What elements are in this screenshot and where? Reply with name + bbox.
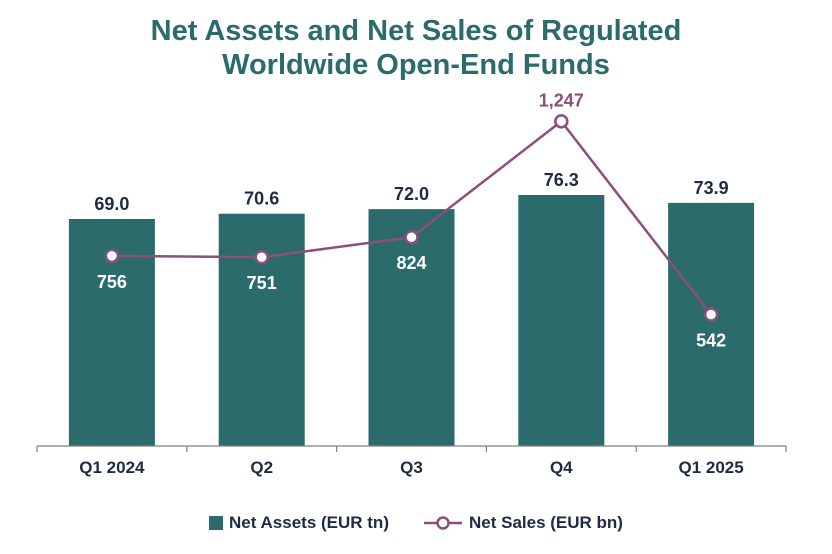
- x-tick-label-4: Q4: [550, 458, 573, 477]
- bar-data-label-2: 70.6: [244, 189, 279, 209]
- net-sales-data-label-5: 542: [696, 330, 726, 350]
- legend-item-net-assets: Net Assets (EUR tn): [209, 513, 389, 533]
- net-sales-point-1: [104, 248, 120, 264]
- bar-4: [518, 194, 605, 446]
- bar-2: [218, 213, 305, 446]
- net-sales-point-4: [554, 114, 569, 129]
- chart-title-line-1: Net Assets and Net Sales of Regulated: [150, 15, 682, 47]
- legend-swatch-line: [423, 516, 462, 530]
- net-sales-data-label-1: 756: [97, 272, 127, 292]
- x-tick-label-2: Q2: [250, 458, 273, 477]
- legend-label-net-assets: Net Assets (EUR tn): [229, 513, 389, 532]
- bar-data-label-3: 72.0: [394, 184, 429, 204]
- net-sales-point-5: [703, 307, 719, 322]
- chart-title: Net Assets and Net Sales of Regulated Wo…: [0, 14, 832, 82]
- bar-data-label-5: 73.9: [694, 178, 729, 198]
- bar-5: [668, 202, 755, 446]
- x-tick-label-3: Q3: [400, 458, 423, 477]
- legend-swatch-bar: [209, 516, 224, 530]
- bar-data-label-4: 76.3: [544, 170, 579, 190]
- chart-title-line-2: Worldwide Open-End Funds: [222, 49, 610, 81]
- net-sales-point-2: [254, 249, 269, 265]
- net-sales-data-label-3: 824: [396, 253, 426, 273]
- legend-item-net-sales: Net Sales (EUR bn): [423, 513, 623, 533]
- net-sales-point-3: [404, 229, 419, 245]
- x-tick-label-5: Q1 2025: [678, 458, 743, 477]
- chart-legend: Net Assets (EUR tn) Net Sales (EUR bn): [0, 513, 832, 533]
- bar-3: [368, 209, 455, 446]
- x-tick-label-1: Q1 2024: [79, 458, 145, 477]
- net-sales-data-label-4: 1,247: [539, 90, 584, 110]
- legend-label-net-sales: Net Sales (EUR bn): [468, 513, 623, 532]
- net-sales-data-label-2: 751: [247, 273, 277, 293]
- bar-data-label-1: 69.0: [94, 194, 129, 214]
